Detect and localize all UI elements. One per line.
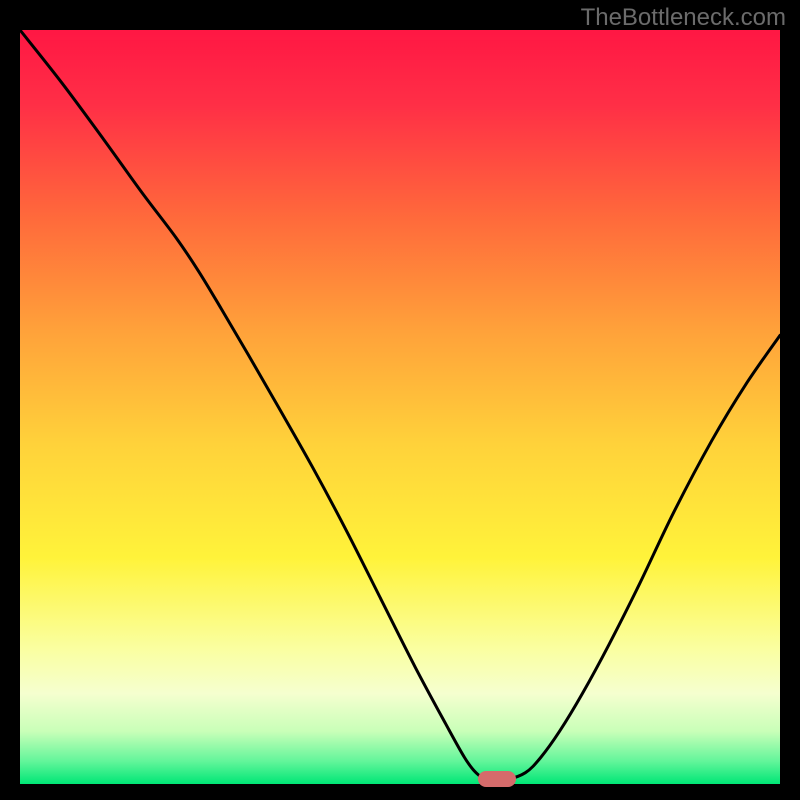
chart-frame: TheBottleneck.com <box>0 0 800 800</box>
bottleneck-curve <box>20 30 780 784</box>
watermark-text: TheBottleneck.com <box>581 4 786 32</box>
optimum-marker <box>478 771 516 787</box>
plot-area <box>20 30 780 784</box>
